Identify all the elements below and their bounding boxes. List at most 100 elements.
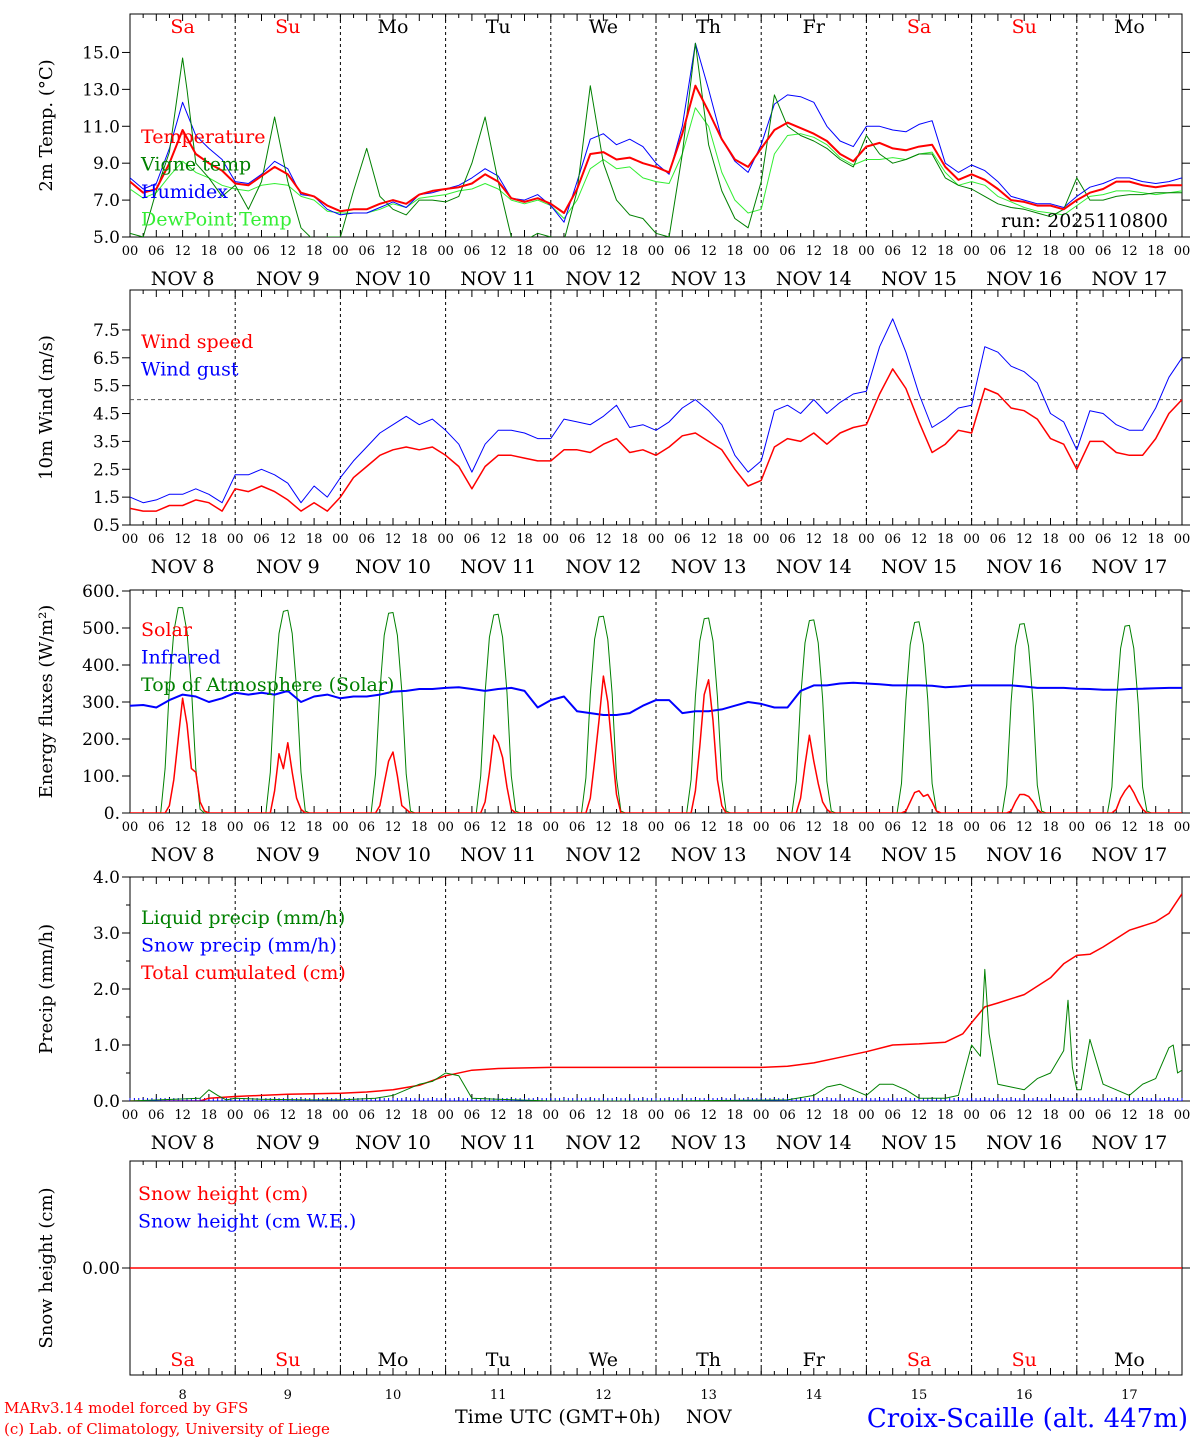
hour-tick-label: 12 <box>806 532 823 547</box>
hour-tick-label: 00 <box>227 820 244 835</box>
date-label: NOV 11 <box>460 556 536 578</box>
y-tick-label: 4.5 <box>93 405 120 425</box>
hour-tick-label: 06 <box>253 532 270 547</box>
hour-tick-label: 12 <box>911 244 928 259</box>
hour-tick-label: 18 <box>516 532 533 547</box>
legend-entry: Snow precip (mm/h) <box>141 935 337 957</box>
hour-tick-label: 06 <box>253 244 270 259</box>
weekday-label: Su <box>275 16 300 38</box>
hour-tick-label: 18 <box>937 532 954 547</box>
hour-tick-label: 12 <box>174 1108 191 1123</box>
hour-tick-label: 12 <box>280 532 297 547</box>
y-tick-label: 11.0 <box>82 117 120 137</box>
series-group <box>130 318 1182 512</box>
hour-tick-label: 00 <box>332 532 349 547</box>
hour-tick-label: 00 <box>963 244 980 259</box>
hour-tick-label: 06 <box>148 244 165 259</box>
hour-tick-label: 18 <box>1042 244 1059 259</box>
hour-tick-label: 18 <box>1042 1108 1059 1123</box>
hour-tick-label: 18 <box>411 244 428 259</box>
date-label: NOV 8 <box>151 1132 215 1154</box>
hour-tick-label: 00 <box>437 244 454 259</box>
weekday-label: Sa <box>907 16 931 38</box>
hour-tick-label: 18 <box>727 1108 744 1123</box>
hour-tick-label: 06 <box>884 820 901 835</box>
hour-tick-label: 12 <box>174 820 191 835</box>
hour-tick-label: 12 <box>385 820 402 835</box>
hour-tick-label: 12 <box>280 244 297 259</box>
hour-tick-label: 12 <box>490 532 507 547</box>
x-axis-label: Time UTC (GMT+0h) <box>455 1406 661 1428</box>
hour-tick-label: 06 <box>674 244 691 259</box>
hour-tick-label: 00 <box>858 532 875 547</box>
y-tick-label: 300. <box>82 693 120 713</box>
panel-precip: 0.0 1.0 2.0 3.0 4.0 Precip (mm/h) Liquid preci… <box>36 868 1190 1154</box>
hour-tick-label: 06 <box>253 820 270 835</box>
hour-tick-label: 18 <box>727 820 744 835</box>
hour-tick-label: 00 <box>543 820 560 835</box>
hour-tick-label: 06 <box>358 820 375 835</box>
hour-tick-label: 00 <box>1174 244 1191 259</box>
hour-tick-label: 18 <box>1042 820 1059 835</box>
series-line-wind-speed <box>130 368 1182 512</box>
panel-temperature: 5.0 7.0 9.0 11.0 13.0 15.0 2m Temp. (°C) Temper… <box>36 13 1191 290</box>
date-label: NOV 16 <box>986 268 1062 290</box>
date-label: NOV 10 <box>355 844 431 866</box>
date-label: NOV 8 <box>151 556 215 578</box>
series-line-vigne-temp <box>130 42 1182 237</box>
y-tick-label: 0. <box>104 804 120 824</box>
hour-tick-label: 00 <box>963 1108 980 1123</box>
weekday-label: Mo <box>378 1349 409 1371</box>
date-label: NOV 10 <box>355 268 431 290</box>
hour-tick-label: 06 <box>464 244 481 259</box>
weekday-label: Sa <box>170 16 194 38</box>
legend-entry: Snow height (cm) <box>138 1183 308 1205</box>
hour-tick-label: 00 <box>1069 244 1086 259</box>
hour-tick-label: 18 <box>411 532 428 547</box>
hour-tick-label: 12 <box>1121 532 1138 547</box>
hour-tick-label: 12 <box>806 244 823 259</box>
series-line-infrared <box>130 681 1182 716</box>
date-label: NOV 13 <box>671 1132 747 1154</box>
day-number-label: 15 <box>911 1388 928 1403</box>
weekday-label: Sa <box>907 1349 931 1371</box>
hour-tick-label: 00 <box>543 532 560 547</box>
series-group <box>130 42 1182 237</box>
hour-tick-label: 12 <box>911 820 928 835</box>
hour-tick-label: 00 <box>753 244 770 259</box>
hour-tick-label: 06 <box>779 532 796 547</box>
hour-tick-label: 12 <box>911 1108 928 1123</box>
series-group <box>130 893 1182 1101</box>
hour-tick-label: 18 <box>727 244 744 259</box>
hour-tick-label: 12 <box>700 1108 717 1123</box>
date-label: NOV 11 <box>460 268 536 290</box>
hour-tick-label: 12 <box>595 820 612 835</box>
hour-tick-label: 00 <box>122 244 139 259</box>
hour-tick-label: 12 <box>280 1108 297 1123</box>
hour-tick-label: 00 <box>227 1108 244 1123</box>
hour-tick-label: 00 <box>753 532 770 547</box>
hour-tick-label: 12 <box>806 1108 823 1123</box>
y-tick-label: 13.0 <box>82 80 120 100</box>
hour-tick-label: 18 <box>937 1108 954 1123</box>
hour-tick-label: 06 <box>569 532 586 547</box>
hour-tick-label: 12 <box>700 532 717 547</box>
hour-tick-label: 00 <box>963 532 980 547</box>
series-line-liquid-precip-mm-h- <box>130 968 1182 1101</box>
hour-tick-label: 00 <box>1174 532 1191 547</box>
day-number-label: 10 <box>385 1388 402 1403</box>
weekday-label: Su <box>1012 1349 1037 1371</box>
date-label: NOV 11 <box>460 1132 536 1154</box>
hour-tick-label: 12 <box>806 820 823 835</box>
hour-tick-label: 12 <box>700 244 717 259</box>
legend-entry: Wind speed <box>141 331 253 353</box>
hour-tick-label: 00 <box>753 820 770 835</box>
y-tick-label: 2.5 <box>93 460 120 480</box>
hour-tick-label: 06 <box>569 244 586 259</box>
date-label: NOV 9 <box>256 268 320 290</box>
y-tick-label: 0.00 <box>82 1259 120 1279</box>
series-line-temperature <box>130 84 1182 214</box>
hour-tick-label: 06 <box>148 1108 165 1123</box>
date-label: NOV 14 <box>776 556 852 578</box>
legend-entry: Vigne temp <box>140 154 251 176</box>
